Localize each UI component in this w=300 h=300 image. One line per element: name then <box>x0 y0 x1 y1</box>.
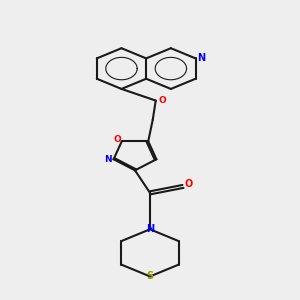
Text: O: O <box>158 96 166 105</box>
Text: S: S <box>146 272 154 281</box>
Text: N: N <box>104 155 111 164</box>
Text: O: O <box>185 179 193 189</box>
Text: N: N <box>146 224 154 234</box>
Text: N: N <box>197 53 205 63</box>
Text: O: O <box>113 135 121 144</box>
